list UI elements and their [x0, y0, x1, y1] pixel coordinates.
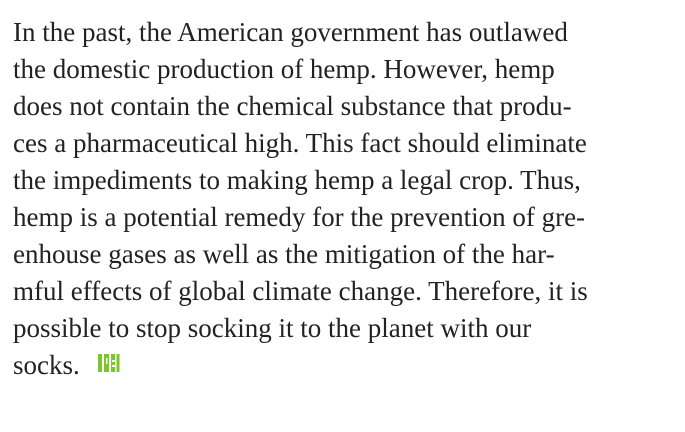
text-line: ces a pharmaceutical high. This fact sho…: [13, 128, 587, 158]
text-line: the impediments to making hemp a legal c…: [13, 165, 581, 195]
text-line: hemp is a potential remedy for the preve…: [13, 202, 586, 232]
text-line: the domestic production of hemp. However…: [13, 54, 555, 84]
end-mark-icon: [98, 354, 120, 372]
text-line: socks.: [13, 350, 80, 380]
text-line: does not contain the chemical substance …: [13, 91, 572, 121]
text-line: possible to stop socking it to the plane…: [13, 313, 532, 343]
text-line: enhouse gases as well as the mitigation …: [13, 239, 555, 269]
text-line: mful effects of global climate change. T…: [13, 276, 588, 306]
text-line: In the past, the American government has…: [13, 17, 568, 47]
